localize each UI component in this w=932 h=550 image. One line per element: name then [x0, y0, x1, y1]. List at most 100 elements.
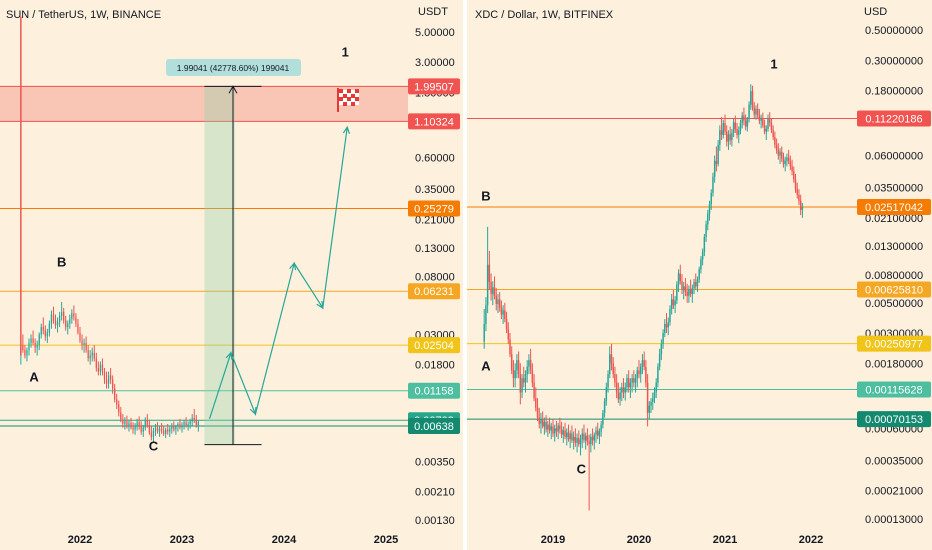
pane-divider[interactable] [463, 0, 467, 550]
candle-body [38, 334, 40, 346]
candle-body [492, 287, 494, 295]
candle-body [73, 313, 75, 318]
candle-body [605, 387, 608, 402]
y-axis-tick: 0.00013000 [865, 514, 923, 526]
sun-chart-title: SUN / TetherUS, 1W, BINANCE [6, 9, 162, 21]
candle-body [574, 436, 577, 443]
candle-body [796, 189, 798, 195]
y-axis-tick: 0.08000 [415, 271, 455, 283]
candle-body [696, 279, 699, 287]
candle-body [738, 130, 740, 135]
candle-body [695, 282, 697, 287]
y-axis-tick: 0.00210 [415, 487, 455, 499]
candle-body [765, 129, 768, 132]
candle-body [162, 430, 165, 434]
candle-body [509, 339, 511, 355]
candle-body [612, 363, 614, 375]
candle-body [101, 364, 104, 372]
candle-body [183, 422, 185, 425]
projection-arrowhead [249, 407, 257, 416]
candle-body [79, 332, 81, 341]
price-badge [408, 113, 460, 130]
y-axis-tick: 0.13000 [415, 243, 455, 255]
candle-body [105, 379, 108, 384]
candle-body [621, 387, 623, 393]
candle-body [566, 432, 568, 437]
candle-body [708, 204, 711, 214]
candle-body [512, 370, 515, 379]
candle-body [140, 426, 142, 432]
candle-body [173, 425, 175, 430]
candle-body [731, 132, 733, 141]
candle-body [578, 438, 580, 445]
candle-body [529, 360, 532, 371]
candle-body [669, 309, 671, 323]
candle-body [553, 428, 556, 434]
y-axis-tick: 0.00035000 [865, 455, 923, 467]
candle-body [569, 433, 571, 440]
candle-body [526, 366, 528, 375]
candle-body [191, 417, 193, 422]
candle-body [627, 378, 630, 388]
sun-chart-pane[interactable]: 1.99041 (42778.60%) 199041 A B C 1 5.00000 3.0… [0, 0, 463, 550]
candle-body [664, 323, 666, 334]
y-axis-tick: 0.01300000 [865, 241, 923, 253]
xdc-chart-unit-label: USD [864, 6, 888, 18]
projection-arrowhead [289, 261, 297, 271]
candle-body [734, 122, 737, 130]
candle-body [750, 91, 752, 105]
candle-body [591, 436, 594, 441]
xdc-chart-canvas[interactable]: B A C 1 0.50000000 0.30000000 0.18000000 0.0600… [467, 0, 932, 550]
candle-body [22, 345, 24, 351]
candle-body [150, 432, 153, 437]
x-axis-tick: 2021 [713, 534, 737, 546]
candle-body [490, 282, 492, 295]
candle-body [643, 360, 645, 367]
candle-body [146, 420, 148, 425]
xdc-chart-pane[interactable]: B A C 1 0.50000000 0.30000000 0.18000000 0.0600… [467, 0, 932, 550]
projection-arrowhead [342, 125, 350, 134]
candle-body [58, 315, 61, 323]
candle-body [686, 292, 688, 297]
candle-body [653, 392, 656, 399]
candle-body [114, 388, 116, 400]
candle-body [485, 305, 487, 324]
price-badge [408, 382, 460, 399]
candle-body [701, 251, 704, 260]
candle-body [142, 427, 144, 432]
candle-body [122, 419, 124, 424]
price-badge-label: 0.00638 [414, 421, 454, 433]
candle-body [698, 269, 700, 280]
wave-label: B [57, 254, 66, 269]
candle-body [124, 421, 126, 424]
projection-path [208, 127, 348, 419]
candle-body [645, 366, 647, 383]
candle-body [56, 322, 59, 326]
candle-body [171, 425, 173, 429]
x-axis-tick: 2020 [627, 534, 651, 546]
candle-body [743, 115, 745, 121]
price-badge-label: 0.01158 [415, 386, 454, 398]
candle-body [736, 129, 738, 135]
y-axis-tick: 0.00500000 [865, 298, 923, 310]
candle-body [600, 424, 602, 432]
candle-body [97, 368, 100, 372]
candle-body [760, 118, 762, 121]
y-axis-tick: 0.21000 [415, 214, 455, 226]
candle-body [30, 338, 32, 343]
candle-body [516, 360, 518, 371]
candle-body [631, 378, 633, 383]
y-axis-tick: 0.00350 [415, 456, 455, 468]
candle-body [524, 374, 527, 383]
candle-body [179, 423, 181, 428]
candle-body [579, 439, 582, 445]
price-badge [408, 78, 460, 95]
candle-body [710, 192, 712, 205]
candle-body [160, 428, 163, 431]
candle-body [791, 166, 793, 172]
y-axis-tick: 3.00000 [415, 57, 455, 69]
price-badge-label: 0.00070153 [865, 414, 923, 426]
sun-chart-canvas[interactable]: 1.99041 (42778.60%) 199041 A B C 1 5.00000 3.0… [0, 0, 463, 550]
candle-body [493, 287, 496, 297]
wave-label: A [29, 370, 39, 385]
